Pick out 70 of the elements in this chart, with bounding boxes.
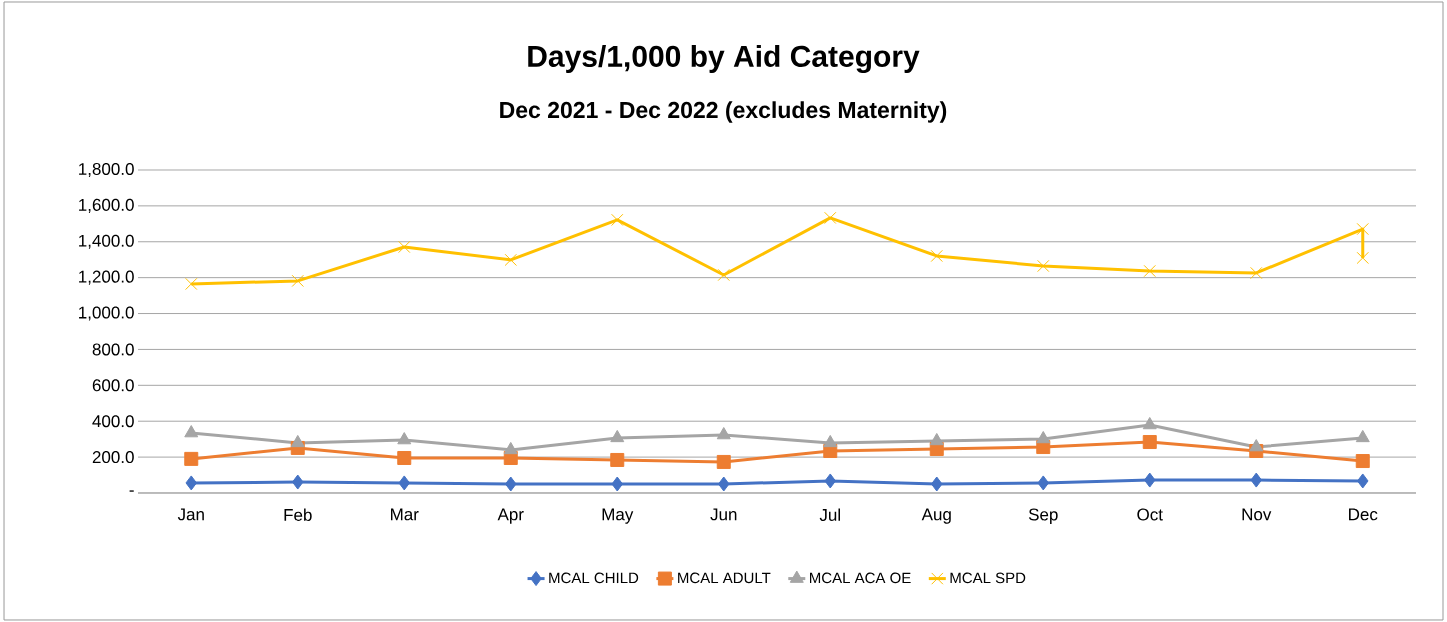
y-tick-label: 1,000.0 [79, 306, 134, 321]
x-tick-label: Dec [1349, 508, 1378, 521]
point [185, 475, 198, 491]
x-tick-label: Feb [284, 508, 312, 521]
point [610, 429, 625, 443]
point [185, 277, 198, 291]
point [931, 476, 943, 492]
y-tick-label: 600.0 [92, 379, 134, 392]
legend-label: MCAL SPD [950, 572, 1026, 584]
point [1144, 472, 1156, 488]
point [611, 476, 624, 492]
point [505, 476, 517, 492]
point [1249, 439, 1264, 452]
point [1355, 454, 1370, 469]
point [1037, 259, 1050, 273]
point [611, 213, 624, 227]
point [397, 450, 412, 465]
legend-label: MCAL CHILD [549, 572, 639, 584]
point [292, 474, 304, 490]
chart-subtitle: Dec 2021 - Dec 2022 (excludes Maternity) [500, 101, 947, 123]
x-tick-label: May [602, 508, 634, 524]
point [717, 268, 730, 282]
point [929, 432, 944, 446]
x-tick-label: Aug [921, 508, 951, 524]
legend-label: MCAL ADULT [678, 572, 771, 584]
x-tick-label: Apr [497, 508, 524, 524]
point [716, 427, 731, 440]
y-tick-label: 1,200.0 [79, 270, 134, 285]
x-tick-label: Mar [391, 508, 419, 521]
point [503, 441, 518, 455]
point [824, 211, 837, 225]
y-tick-label: - [129, 490, 134, 492]
legend-label: MCAL ACA OE [810, 572, 911, 584]
point [397, 432, 412, 445]
point [398, 240, 411, 254]
point [1357, 473, 1369, 489]
point [290, 434, 305, 448]
point [184, 425, 199, 438]
point [504, 253, 517, 267]
point [823, 434, 838, 448]
x-tick-label: Jul [819, 508, 840, 521]
y-tick-label: 1,400.0 [79, 234, 134, 249]
point [291, 274, 304, 288]
y-tick-label: 800.0 [92, 343, 134, 356]
point [930, 249, 943, 263]
x-tick-label: Jan [177, 508, 204, 521]
point [1250, 472, 1263, 488]
x-tick-label: Sep [1028, 508, 1058, 524]
y-tick-label: 200.0 [92, 451, 134, 464]
point [824, 473, 837, 489]
point [1250, 266, 1263, 280]
point [1355, 429, 1370, 443]
x-tick-label: Oct [1137, 508, 1163, 521]
x-tick-label: Nov [1242, 508, 1272, 521]
point [1142, 416, 1157, 430]
point [1143, 264, 1156, 278]
y-tick-label: 1,600.0 [79, 198, 134, 213]
point [718, 476, 730, 492]
x-tick-label: Jun [710, 508, 737, 521]
point [1036, 430, 1051, 444]
chart-title: Days/1,000 by Aid Category [528, 44, 920, 74]
point [1142, 435, 1157, 450]
point [184, 451, 199, 466]
point [610, 452, 625, 467]
y-tick-label: 400.0 [92, 415, 134, 428]
point [716, 454, 731, 469]
point [1037, 475, 1050, 491]
y-tick-label: 1,800.0 [79, 162, 134, 178]
point [398, 475, 411, 491]
point [1356, 222, 1369, 236]
